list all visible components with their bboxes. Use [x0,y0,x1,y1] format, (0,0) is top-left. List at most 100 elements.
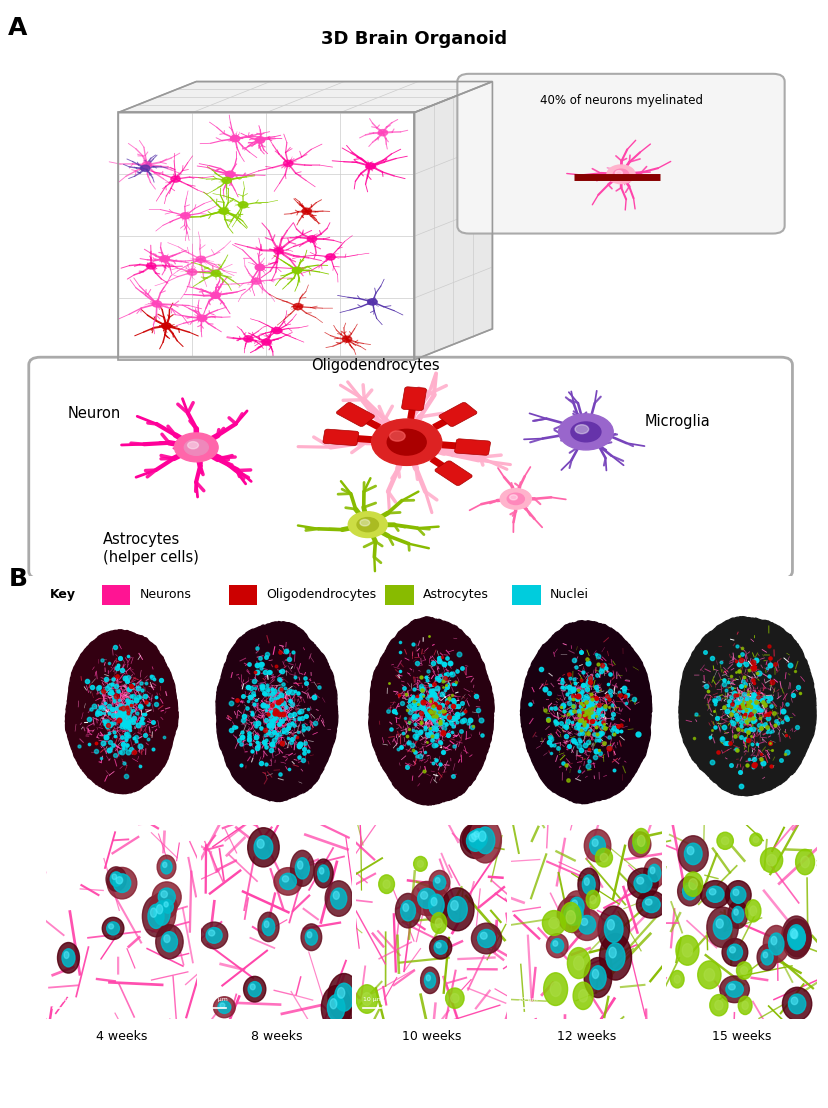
Ellipse shape [469,818,501,863]
Text: 100 μm: 100 μm [208,787,232,791]
Ellipse shape [313,859,333,888]
Ellipse shape [628,832,650,856]
Ellipse shape [142,896,170,936]
Ellipse shape [423,886,449,923]
Text: Neurons: Neurons [139,588,191,602]
Ellipse shape [327,995,344,1020]
Circle shape [575,424,588,433]
Text: 3D Brain Organoid: 3D Brain Organoid [321,30,507,48]
Ellipse shape [330,889,346,909]
Ellipse shape [478,831,485,841]
Circle shape [238,202,248,208]
Ellipse shape [573,956,583,970]
Ellipse shape [800,856,808,868]
Ellipse shape [595,849,612,866]
Ellipse shape [647,864,660,882]
Ellipse shape [768,933,783,955]
Ellipse shape [295,858,309,879]
Ellipse shape [681,944,691,957]
Circle shape [368,299,377,305]
Ellipse shape [164,902,168,907]
Ellipse shape [317,865,329,882]
Ellipse shape [791,931,797,938]
Ellipse shape [428,894,444,916]
Ellipse shape [262,919,274,935]
Ellipse shape [712,915,731,940]
Ellipse shape [157,855,176,879]
Polygon shape [678,617,815,796]
Ellipse shape [634,839,639,845]
Ellipse shape [725,982,743,997]
Ellipse shape [436,943,440,948]
Text: 10 weeks: 10 weeks [402,1030,460,1043]
Ellipse shape [599,853,607,862]
Ellipse shape [642,896,659,913]
Text: Microglia: Microglia [644,414,710,429]
Ellipse shape [649,868,654,874]
Circle shape [171,176,180,182]
Ellipse shape [585,891,599,909]
Ellipse shape [719,976,749,1003]
Circle shape [301,208,311,214]
Ellipse shape [569,897,584,915]
Ellipse shape [162,900,173,913]
Ellipse shape [741,1002,748,1009]
Ellipse shape [64,952,69,958]
Ellipse shape [161,891,167,897]
Ellipse shape [378,875,394,893]
Ellipse shape [102,917,123,940]
Ellipse shape [567,904,579,917]
Circle shape [187,442,198,449]
Ellipse shape [749,906,756,916]
Text: 10 μm: 10 μm [363,997,383,1002]
Ellipse shape [560,902,580,932]
Circle shape [359,520,369,526]
Circle shape [558,414,613,450]
Ellipse shape [566,947,590,978]
Ellipse shape [156,904,162,914]
Text: 100 μm: 100 μm [672,787,696,791]
Ellipse shape [321,985,350,1030]
Ellipse shape [474,831,479,837]
Ellipse shape [416,861,423,868]
Circle shape [230,135,239,142]
Circle shape [187,269,197,275]
Circle shape [243,336,253,342]
Ellipse shape [552,941,557,946]
Ellipse shape [434,941,446,954]
FancyBboxPatch shape [323,429,359,445]
Circle shape [293,304,302,309]
Ellipse shape [62,948,75,967]
Ellipse shape [578,915,595,934]
Ellipse shape [402,904,408,912]
Ellipse shape [148,892,176,934]
Ellipse shape [106,866,126,891]
Ellipse shape [433,875,445,890]
Ellipse shape [643,859,664,888]
Ellipse shape [735,962,751,979]
Ellipse shape [697,961,720,988]
Polygon shape [118,112,414,360]
Ellipse shape [435,878,440,883]
Ellipse shape [604,915,623,943]
Ellipse shape [477,930,495,947]
Text: Key: Key [50,588,75,602]
Polygon shape [520,620,651,803]
Ellipse shape [471,923,501,954]
Ellipse shape [714,1001,722,1010]
Ellipse shape [564,891,589,922]
Ellipse shape [429,936,451,958]
Text: Astrocytes
(helper cells): Astrocytes (helper cells) [103,532,199,565]
Circle shape [389,431,405,441]
Ellipse shape [571,900,577,907]
Ellipse shape [584,830,610,862]
Text: 10 μm: 10 μm [518,997,537,1002]
Ellipse shape [709,889,715,895]
Circle shape [181,213,190,219]
Circle shape [378,130,388,136]
Text: Oligodendrocytes: Oligodendrocytes [266,588,376,602]
Ellipse shape [264,921,268,927]
Ellipse shape [729,886,745,903]
Ellipse shape [749,833,761,847]
Ellipse shape [720,837,728,844]
